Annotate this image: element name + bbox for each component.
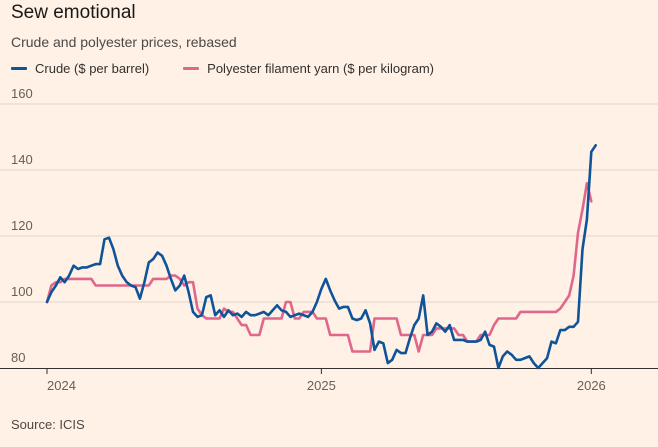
y-tick-label-100: 100 <box>11 284 33 299</box>
chart-subtitle: Crude and polyester prices, rebased <box>11 34 237 50</box>
legend-label-polyester: Polyester filament yarn ($ per kilogram) <box>207 61 435 76</box>
legend-item-polyester: Polyester filament yarn ($ per kilogram) <box>183 61 434 76</box>
series-line-crude <box>45 144 598 370</box>
legend-label-crude: Crude ($ per barrel) <box>35 61 150 76</box>
y-tick-label-120: 120 <box>11 218 33 233</box>
legend-swatch-polyester <box>183 67 200 70</box>
x-tick-label-2026: 2026 <box>577 378 606 393</box>
y-tick-label-80: 80 <box>11 350 25 365</box>
legend: Crude ($ per barrel) Polyester filament … <box>11 61 468 76</box>
series-line-polyester <box>45 181 593 353</box>
x-tick-label-2024: 2024 <box>47 378 76 393</box>
y-tick-label-140: 140 <box>11 152 33 167</box>
y-tick-label-160: 160 <box>11 86 33 101</box>
source-note: Source: ICIS <box>11 417 85 432</box>
legend-swatch-crude <box>11 67 27 70</box>
legend-item-crude: Crude ($ per barrel) <box>11 61 149 76</box>
x-tick-label-2025: 2025 <box>307 378 336 393</box>
chart-title: Sew emotional <box>11 2 136 23</box>
